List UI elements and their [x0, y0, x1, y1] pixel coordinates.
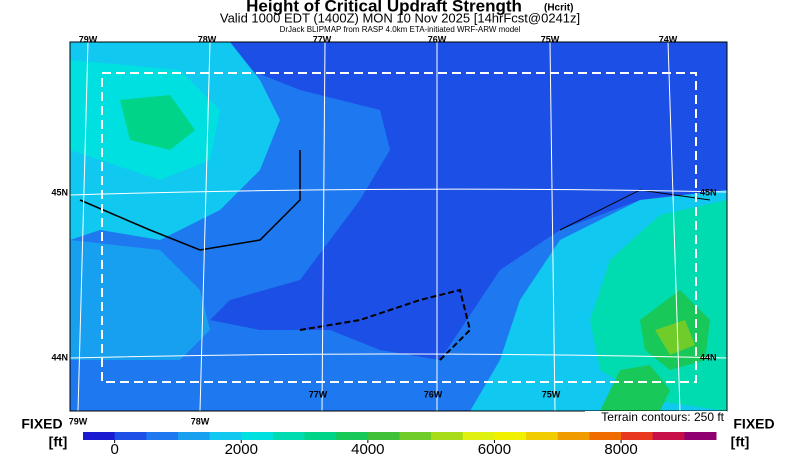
colorbar-swatch — [146, 432, 179, 440]
colorbar-swatch — [83, 432, 116, 440]
colorbar-swatch — [209, 432, 242, 440]
deep-blue-region — [210, 42, 727, 360]
south-green-region — [600, 365, 670, 411]
credit: DrJack BLIPMAP from RASP 4.0km ETA-initi… — [280, 25, 521, 34]
right-mode: FIXED — [733, 416, 774, 432]
colorbar-swatch — [494, 432, 527, 440]
lon-label: 79W — [69, 416, 88, 426]
colorbar-swatch — [241, 432, 274, 440]
map — [69, 41, 728, 412]
colorbar-swatch — [177, 432, 211, 440]
lon-label: 75W — [542, 389, 561, 399]
title-tag: (Hcrit) — [544, 3, 573, 14]
domain-box — [101, 72, 697, 383]
colorbar-swatch — [272, 432, 306, 440]
lon-label: 74W — [659, 34, 678, 44]
terrain-note: Terrain contours: 250 ft — [601, 410, 724, 424]
lon-label: 75W — [541, 34, 560, 44]
colorbar-swatch — [399, 432, 432, 440]
lat-label: 45N — [51, 187, 68, 197]
left-mode: FIXED — [21, 416, 62, 432]
title: Height of Critical Updraft Strength — [246, 0, 522, 15]
colorbar-swatch — [114, 432, 147, 440]
colorbar-swatch — [462, 432, 495, 440]
colorbar-label: 0 — [110, 441, 118, 458]
colorbar-label: 8000 — [604, 441, 637, 458]
lon-label: 77W — [313, 34, 332, 44]
subtitle: Valid 1000 EDT (1400Z) MON 10 Nov 2025 [… — [220, 10, 580, 25]
colorbar-swatch — [684, 432, 717, 440]
lon-label: 77W — [309, 389, 328, 399]
peak-region — [655, 320, 695, 355]
colorbar-swatch — [431, 432, 464, 440]
colorbar: 0 2000 4000 6000 8000 — [83, 432, 717, 458]
colorbar-swatch — [336, 432, 369, 440]
colorbar-swatch — [652, 432, 685, 440]
lat-label: 44N — [51, 352, 68, 362]
colorbar-swatch — [621, 432, 654, 440]
lon-label: 78W — [191, 416, 210, 426]
colorbar-label: 4000 — [351, 441, 384, 458]
graticule — [69, 41, 728, 412]
map-frame — [69, 41, 728, 412]
lat-label: 44N — [700, 352, 717, 362]
lon-label: 76W — [424, 389, 443, 399]
lon-label: 79W — [79, 34, 98, 44]
lon-label: 78W — [198, 34, 217, 44]
map-labels: 79W 78W 77W 76W 75W 74W 79W 78W 77W 76W 75W 45N 44N 4… — [51, 34, 716, 426]
blue-light-region — [70, 240, 210, 360]
colorbar-swatch — [304, 432, 337, 440]
coastline — [299, 288, 472, 361]
colorbar-swatch — [367, 432, 400, 440]
right-unit: [ft] — [731, 434, 750, 450]
lat-label: 45N — [700, 187, 717, 197]
colorbar-label: 6000 — [478, 441, 511, 458]
colorbar-swatch — [526, 432, 559, 440]
colorbar-swatch — [589, 432, 622, 440]
left-unit: [ft] — [49, 434, 68, 450]
lon-label: 76W — [428, 34, 447, 44]
note-bg — [585, 411, 727, 425]
contour — [79, 150, 301, 251]
colorbar-label: 2000 — [225, 441, 258, 458]
green-spot — [120, 95, 195, 150]
colorbar-swatch — [557, 432, 590, 440]
